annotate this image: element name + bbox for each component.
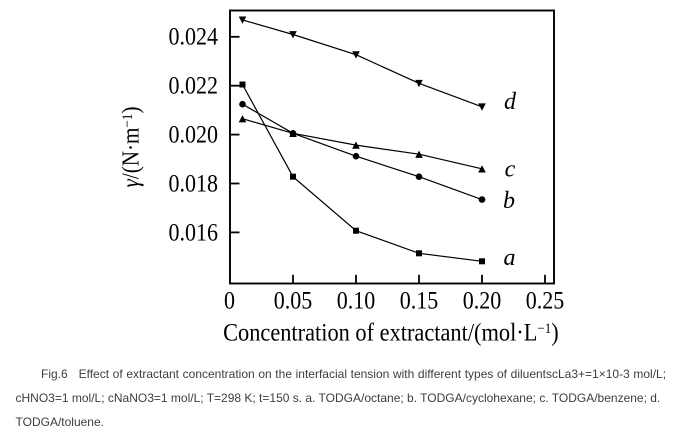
svg-text:0.10: 0.10 <box>337 287 375 315</box>
svg-text:γ/(N·m−1): γ/(N·m−1) <box>117 107 144 188</box>
svg-text:0.20: 0.20 <box>463 287 501 315</box>
svg-text:Concentration of extractant/(m: Concentration of extractant/(mol·L−1) <box>223 320 559 347</box>
svg-text:c: c <box>505 157 516 183</box>
svg-text:0.25: 0.25 <box>526 287 564 315</box>
svg-text:a: a <box>504 245 516 271</box>
svg-text:d: d <box>504 89 517 115</box>
svg-text:0.020: 0.020 <box>169 121 218 149</box>
svg-text:0.05: 0.05 <box>274 287 312 315</box>
svg-text:0.15: 0.15 <box>400 287 438 315</box>
svg-text:0.024: 0.024 <box>169 23 219 51</box>
svg-text:0.022: 0.022 <box>169 72 218 100</box>
svg-text:0.016: 0.016 <box>169 219 219 247</box>
svg-text:0: 0 <box>224 287 235 315</box>
svg-text:0.018: 0.018 <box>169 170 218 198</box>
svg-text:b: b <box>503 188 515 214</box>
